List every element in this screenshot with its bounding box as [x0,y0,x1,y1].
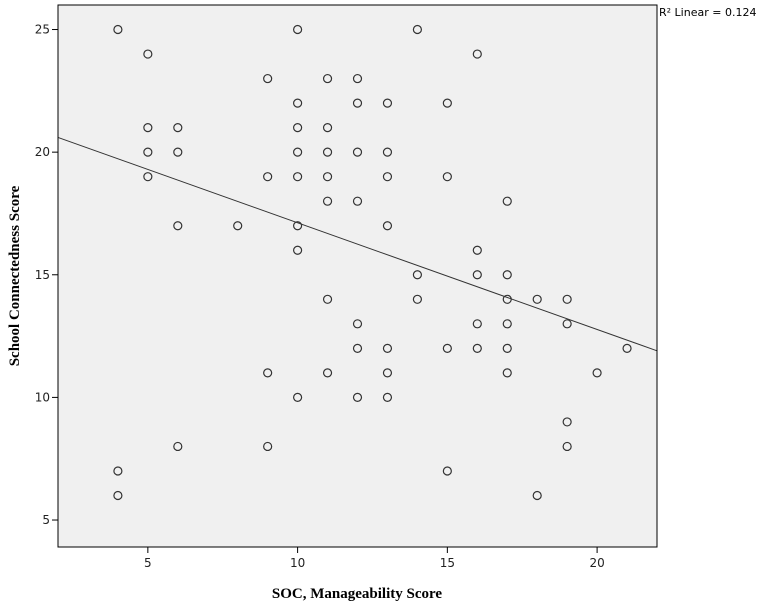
fit-line [57,136,658,352]
plot-area [58,5,657,547]
point [322,147,333,157]
point [143,49,153,59]
plot-border [57,4,658,548]
point [352,196,363,206]
point [502,270,512,280]
point [352,392,363,402]
point [352,98,363,108]
point [352,147,363,157]
y-tick-label: 10 [35,390,50,404]
y-axis-title: School Connectedness Score [7,185,23,366]
point [173,147,183,157]
point [502,196,512,206]
y-tick-label: 25 [35,23,50,37]
x-axis-title: SOC, Manageability Score [272,586,442,602]
point [382,98,393,108]
y-tick-label: 20 [35,145,50,159]
point [263,172,273,182]
point [293,221,303,231]
point [412,294,422,304]
point [502,368,512,378]
point [472,343,482,353]
point [293,392,303,402]
x-tick-label: 15 [440,556,455,570]
point [442,466,452,476]
point [113,24,123,35]
point [502,294,512,304]
point [562,417,572,427]
point [263,73,273,84]
point [263,441,273,452]
point [382,147,393,157]
point [263,368,273,378]
point [592,368,602,378]
point [322,196,333,206]
point [412,24,422,35]
point [382,343,393,353]
point [322,123,333,133]
point [352,343,363,353]
point [293,147,303,157]
point [562,294,572,304]
point [382,221,393,231]
point [143,123,153,133]
point [293,172,303,182]
point [173,441,183,452]
point [472,270,482,280]
point [622,343,632,353]
point [382,392,393,402]
point [382,368,393,378]
point [472,245,482,255]
point [293,24,303,35]
y-tick-label: 15 [35,268,50,282]
point [322,294,333,304]
point [293,245,303,255]
point [562,319,572,329]
point [143,172,153,182]
point [352,319,363,329]
point [322,73,333,84]
point [412,270,422,280]
point [562,441,572,452]
point [502,343,512,353]
point [532,294,542,304]
x-tick-label: 5 [144,556,152,570]
fit-annotation: R² Linear = 0.124 [659,6,756,19]
y-tick-label: 5 [42,513,50,527]
point [233,221,243,231]
point [173,221,183,231]
point [502,319,512,329]
point [113,490,123,501]
x-tick-label: 20 [589,556,604,570]
point [442,343,452,353]
point [293,123,303,133]
point [352,73,363,84]
point [472,49,482,59]
point [143,147,153,157]
point [442,98,452,108]
point [532,490,542,501]
point [173,123,183,133]
point [442,172,452,182]
point [322,368,333,378]
point [472,319,482,329]
point [382,172,393,182]
point [322,172,333,182]
x-tick-label: 10 [290,556,305,570]
point [293,98,303,108]
point [113,466,123,476]
